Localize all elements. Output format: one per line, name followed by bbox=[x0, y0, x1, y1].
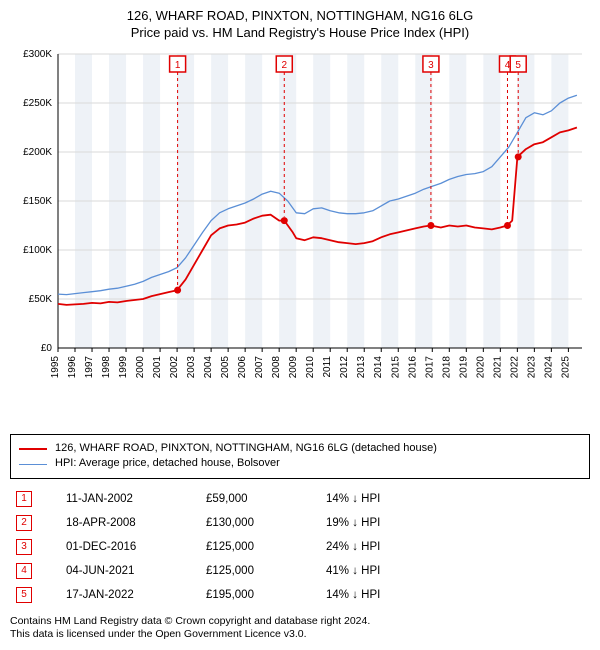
svg-text:2009: 2009 bbox=[288, 355, 299, 378]
legend-swatch-hpi bbox=[19, 464, 47, 465]
svg-text:1996: 1996 bbox=[67, 355, 78, 378]
chart-container: 126, WHARF ROAD, PINXTON, NOTTINGHAM, NG… bbox=[0, 0, 600, 650]
marker-box: 4 bbox=[16, 563, 32, 579]
legend-item-property: 126, WHARF ROAD, PINXTON, NOTTINGHAM, NG… bbox=[19, 441, 581, 456]
svg-text:2: 2 bbox=[281, 60, 287, 71]
svg-text:1999: 1999 bbox=[118, 355, 129, 378]
title-subtitle: Price paid vs. HM Land Registry's House … bbox=[10, 25, 590, 42]
svg-text:2018: 2018 bbox=[441, 355, 452, 378]
svg-text:1995: 1995 bbox=[50, 355, 61, 378]
svg-text:2021: 2021 bbox=[492, 355, 503, 378]
tx-price: £130,000 bbox=[200, 511, 320, 535]
tx-price: £125,000 bbox=[200, 535, 320, 559]
svg-text:2024: 2024 bbox=[543, 355, 554, 378]
tx-price: £195,000 bbox=[200, 583, 320, 607]
table-row: 4 04-JUN-2021£125,00041% ↓ HPI bbox=[10, 559, 590, 583]
svg-text:2017: 2017 bbox=[424, 355, 435, 378]
svg-text:1: 1 bbox=[175, 60, 181, 71]
tx-delta: 24% ↓ HPI bbox=[320, 535, 590, 559]
title-block: 126, WHARF ROAD, PINXTON, NOTTINGHAM, NG… bbox=[10, 8, 590, 46]
svg-text:2003: 2003 bbox=[186, 355, 197, 378]
transactions-table: 111-JAN-2002£59,00014% ↓ HPI218-APR-2008… bbox=[10, 487, 590, 607]
legend-label-hpi: HPI: Average price, detached house, Bols… bbox=[55, 456, 280, 471]
tx-date: 11-JAN-2002 bbox=[60, 487, 200, 511]
svg-text:2015: 2015 bbox=[390, 355, 401, 378]
svg-text:2008: 2008 bbox=[271, 355, 282, 378]
legend-item-hpi: HPI: Average price, detached house, Bols… bbox=[19, 456, 581, 471]
table-row: 5 17-JAN-2022£195,00014% ↓ HPI bbox=[10, 583, 590, 607]
footer-line1: Contains HM Land Registry data © Crown c… bbox=[10, 615, 590, 629]
legend-box: 126, WHARF ROAD, PINXTON, NOTTINGHAM, NG… bbox=[10, 434, 590, 479]
svg-text:£0: £0 bbox=[41, 343, 53, 354]
chart-area: £0 £50K £100K £150K £200K £250K £300K 1995 1996 1… bbox=[10, 46, 590, 428]
svg-text:2025: 2025 bbox=[560, 355, 571, 378]
title-address: 126, WHARF ROAD, PINXTON, NOTTINGHAM, NG… bbox=[10, 8, 590, 25]
legend-label-property: 126, WHARF ROAD, PINXTON, NOTTINGHAM, NG… bbox=[55, 441, 437, 456]
tx-price: £59,000 bbox=[200, 487, 320, 511]
tx-delta: 14% ↓ HPI bbox=[320, 487, 590, 511]
svg-text:2006: 2006 bbox=[237, 355, 248, 378]
line-chart-svg: £0 £50K £100K £150K £200K £250K £300K 1995 1996 1… bbox=[10, 46, 590, 396]
footer-line2: This data is licensed under the Open Gov… bbox=[10, 628, 590, 642]
table-row: 3 01-DEC-2016£125,00024% ↓ HPI bbox=[10, 535, 590, 559]
svg-text:2007: 2007 bbox=[254, 355, 265, 378]
tx-delta: 14% ↓ HPI bbox=[320, 583, 590, 607]
svg-text:2012: 2012 bbox=[339, 355, 350, 378]
svg-text:3: 3 bbox=[428, 60, 434, 71]
svg-text:2016: 2016 bbox=[407, 355, 418, 378]
legend-swatch-property bbox=[19, 448, 47, 450]
footer-note: Contains HM Land Registry data © Crown c… bbox=[10, 615, 590, 642]
svg-text:2014: 2014 bbox=[373, 355, 384, 378]
svg-text:2020: 2020 bbox=[475, 355, 486, 378]
marker-box: 2 bbox=[16, 515, 32, 531]
svg-text:1998: 1998 bbox=[101, 355, 112, 378]
tx-date: 17-JAN-2022 bbox=[60, 583, 200, 607]
svg-text:2011: 2011 bbox=[322, 355, 333, 377]
marker-box: 3 bbox=[16, 539, 32, 555]
svg-text:2019: 2019 bbox=[458, 355, 469, 378]
svg-text:2022: 2022 bbox=[509, 355, 520, 378]
tx-date: 01-DEC-2016 bbox=[60, 535, 200, 559]
svg-text:5: 5 bbox=[515, 60, 521, 71]
marker-box: 1 bbox=[16, 491, 32, 507]
svg-text:£250K: £250K bbox=[23, 98, 52, 109]
tx-date: 18-APR-2008 bbox=[60, 511, 200, 535]
svg-text:2013: 2013 bbox=[356, 355, 367, 378]
table-row: 2 18-APR-2008£130,00019% ↓ HPI bbox=[10, 511, 590, 535]
svg-text:£100K: £100K bbox=[23, 245, 52, 256]
tx-price: £125,000 bbox=[200, 559, 320, 583]
svg-text:£200K: £200K bbox=[23, 147, 52, 158]
svg-text:2023: 2023 bbox=[526, 355, 537, 378]
svg-text:£150K: £150K bbox=[23, 196, 52, 207]
tx-delta: 19% ↓ HPI bbox=[320, 511, 590, 535]
svg-text:1997: 1997 bbox=[84, 355, 95, 378]
svg-text:2000: 2000 bbox=[135, 355, 146, 378]
tx-delta: 41% ↓ HPI bbox=[320, 559, 590, 583]
svg-text:2002: 2002 bbox=[169, 355, 180, 378]
svg-text:2005: 2005 bbox=[220, 355, 231, 378]
svg-text:2010: 2010 bbox=[305, 355, 316, 378]
svg-text:£50K: £50K bbox=[29, 294, 53, 305]
svg-text:2001: 2001 bbox=[152, 355, 163, 378]
table-row: 1 11-JAN-2002£59,00014% ↓ HPI bbox=[10, 487, 590, 511]
svg-text:2004: 2004 bbox=[203, 355, 214, 378]
marker-box: 5 bbox=[16, 587, 32, 603]
tx-date: 04-JUN-2021 bbox=[60, 559, 200, 583]
svg-text:£300K: £300K bbox=[23, 49, 52, 60]
